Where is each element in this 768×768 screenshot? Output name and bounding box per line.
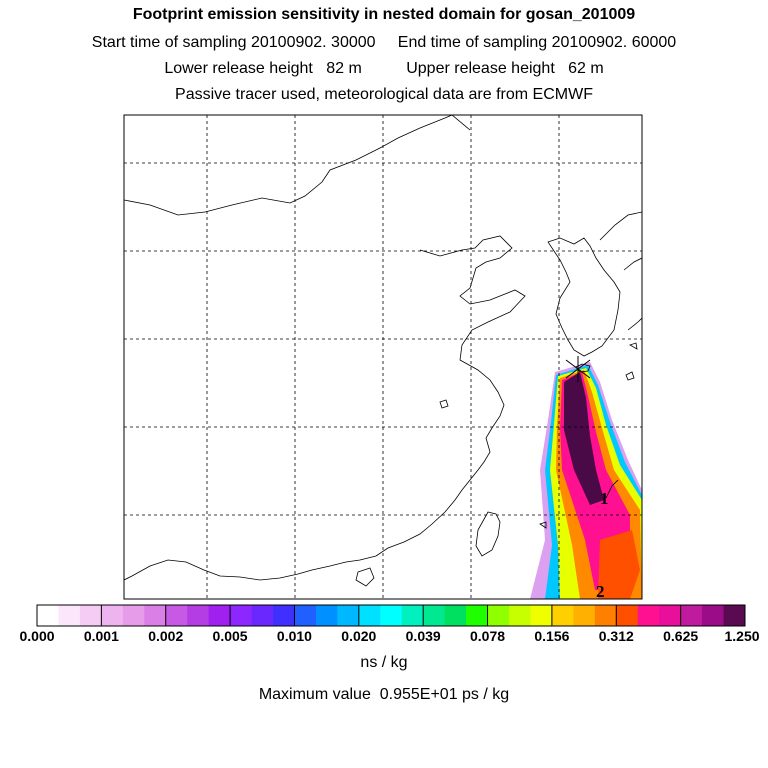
colorbar-swatch (530, 605, 553, 626)
trajectory-1-line (605, 479, 619, 499)
taiwan-island (475, 511, 501, 557)
sensitivity-plume (530, 362, 642, 599)
colorbar-tick-label: 0.000 (19, 628, 55, 644)
colorbar-units: ns / kg (360, 654, 408, 671)
colorbar-swatch (101, 605, 124, 626)
colorbar-tick-label: 0.078 (470, 628, 506, 644)
colorbar-swatch (37, 605, 59, 626)
map-frame (123, 114, 643, 600)
colorbar-swatch (358, 605, 381, 626)
colorbar-swatch (487, 605, 510, 626)
trajectory-label-1: 1 (600, 489, 609, 508)
korea-border (599, 211, 642, 241)
south-coast (124, 555, 377, 581)
colorbar-swatch (659, 605, 682, 626)
plot-title: Footprint emission sensitivity in nested… (132, 6, 636, 23)
colorbar-tick-label: 0.010 (276, 628, 312, 644)
colorbar-swatch (551, 605, 574, 626)
trajectory-label-2: 2 (596, 582, 605, 601)
japan-coast (623, 257, 642, 271)
colorbar-swatch (273, 605, 295, 626)
colorbar-tick-label: 0.002 (148, 628, 184, 644)
colorbar-swatch (251, 605, 274, 626)
colorbar-swatch (315, 605, 338, 626)
coastlines (124, 115, 642, 587)
colorbar-swatch (144, 605, 167, 626)
colorbar-swatch (594, 605, 617, 626)
colorbar-swatch (380, 605, 403, 626)
receptor-marker-icon (565, 356, 591, 382)
colorbar-tick-label: 1.250 (724, 628, 760, 644)
tracer-info-line: Passive tracer used, meteorological data… (175, 86, 593, 103)
colorbar-swatch (637, 605, 660, 626)
colorbar-swatch (58, 605, 81, 626)
colorbar-swatch (294, 605, 317, 626)
colorbar-swatch (230, 605, 253, 626)
colorbar-swatch (723, 605, 746, 626)
colorbar-swatch (165, 605, 188, 626)
colorbar-swatch (79, 605, 102, 626)
korea-peninsula (547, 237, 621, 357)
hainan-island (355, 567, 375, 587)
inland-lake (439, 399, 449, 409)
colorbar-swatch (680, 605, 703, 626)
colorbar-swatch (208, 605, 231, 626)
plume-layer-max (564, 372, 604, 505)
colorbar-tick-label: 0.156 (534, 628, 570, 644)
colorbar-tick-label: 0.005 (212, 628, 248, 644)
jeju-island (575, 363, 591, 373)
colorbar-tick-label: 0.312 (598, 628, 634, 644)
colorbar-tick-label: 0.625 (663, 628, 699, 644)
colorbar-swatch (466, 605, 489, 626)
northern-border (124, 115, 453, 216)
colorbar-swatch (122, 605, 145, 626)
colorbar-tick-label: 0.039 (405, 628, 441, 644)
colorbar-swatch (509, 605, 531, 626)
colorbar (36, 604, 746, 627)
colorbar-tick-label: 0.001 (83, 628, 119, 644)
colorbar-swatch (616, 605, 639, 626)
colorbar-swatch (702, 605, 725, 626)
small-islands (539, 342, 638, 529)
plume-layer-tail (598, 530, 640, 599)
china-coast (375, 235, 526, 557)
japan-kyushu (627, 317, 642, 331)
sampling-time-line: Start time of sampling 20100902. 30000 E… (91, 34, 677, 51)
release-height-line: Lower release height 82 m Upper release … (164, 60, 604, 77)
colorbar-swatch (337, 605, 360, 626)
colorbar-swatch (573, 605, 596, 626)
colorbar-swatch (444, 605, 467, 626)
colorbar-swatch (401, 605, 424, 626)
maximum-value-text: Maximum value 0.955E+01 ps / kg (258, 686, 510, 703)
colorbar-tick-label: 0.020 (341, 628, 377, 644)
northern-border-east (451, 115, 471, 131)
graticule (124, 115, 642, 599)
colorbar-swatch (423, 605, 446, 626)
colorbar-swatch (187, 605, 210, 626)
